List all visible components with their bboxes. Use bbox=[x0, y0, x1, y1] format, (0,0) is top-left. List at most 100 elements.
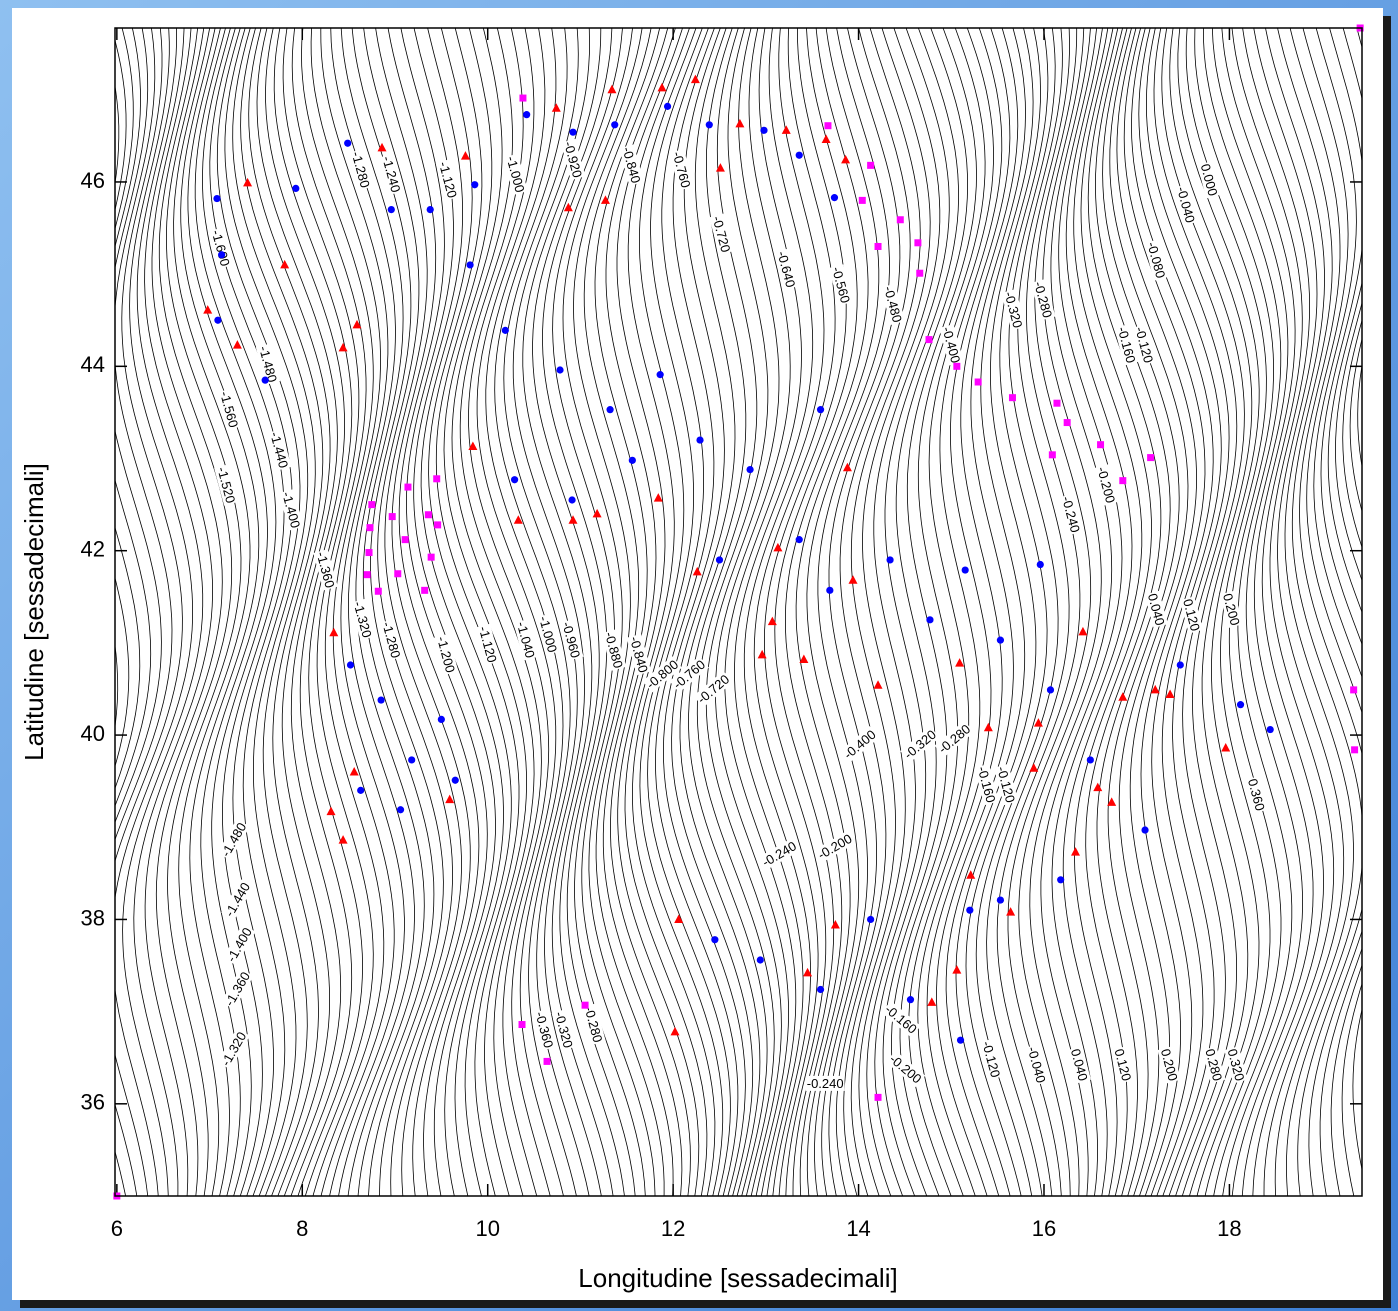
station-circle bbox=[387, 206, 395, 214]
contour-label-bg bbox=[1224, 1046, 1248, 1084]
contour-line bbox=[671, 28, 754, 1196]
station-square bbox=[388, 513, 396, 521]
contour-line bbox=[248, 28, 331, 1196]
contour-line bbox=[375, 28, 462, 1196]
contour-line bbox=[173, 28, 251, 1196]
contour-line bbox=[301, 28, 395, 1196]
station-triangle bbox=[1029, 763, 1039, 772]
station-circle bbox=[218, 251, 226, 259]
contour-line bbox=[1242, 28, 1335, 1196]
contour-line bbox=[115, 28, 141, 790]
station-triangle bbox=[757, 649, 767, 659]
contour-line bbox=[420, 28, 504, 1196]
station-circle bbox=[746, 465, 754, 474]
contour-line bbox=[1289, 28, 1362, 1196]
station-square bbox=[518, 1021, 526, 1029]
station-triangle bbox=[352, 319, 362, 329]
contour-label-bg bbox=[934, 720, 975, 758]
contour-line bbox=[320, 28, 415, 1196]
station-circle bbox=[996, 636, 1005, 644]
contour-line bbox=[679, 28, 761, 1196]
contour-label-bg bbox=[348, 148, 374, 191]
station-circle bbox=[830, 194, 839, 202]
station-triangle bbox=[952, 965, 962, 974]
contour-line bbox=[1253, 28, 1345, 1196]
contour-line bbox=[1231, 28, 1324, 1196]
station-square bbox=[519, 94, 527, 102]
station-triangle bbox=[338, 835, 348, 844]
station-triangle bbox=[1071, 847, 1081, 856]
station-circle bbox=[346, 661, 355, 669]
contour-label-bg bbox=[881, 1000, 921, 1038]
contour-line bbox=[986, 28, 1070, 1196]
station-square bbox=[374, 587, 382, 595]
station-circle bbox=[261, 376, 269, 384]
station-square bbox=[1063, 419, 1071, 427]
y-tick-label: 40 bbox=[81, 721, 105, 746]
station-circle bbox=[756, 956, 764, 964]
contour-label-bg bbox=[885, 1050, 926, 1088]
station-circle bbox=[1036, 560, 1044, 569]
station-triangle bbox=[692, 566, 702, 576]
contour-line bbox=[532, 28, 625, 1196]
station-triangle bbox=[468, 441, 478, 451]
station-circle bbox=[569, 128, 577, 136]
station-square bbox=[394, 570, 402, 578]
contour-line bbox=[405, 28, 488, 1196]
contour-label-bg bbox=[1114, 324, 1139, 366]
station-circle bbox=[510, 476, 519, 484]
contour-line bbox=[996, 28, 1081, 1196]
station-triangle bbox=[1118, 692, 1128, 701]
contour-label-bg bbox=[814, 830, 856, 863]
station-circle bbox=[1046, 686, 1055, 694]
contour-line bbox=[806, 28, 890, 1196]
station-circle bbox=[628, 456, 636, 464]
contour-line bbox=[232, 28, 316, 1196]
station-circle bbox=[396, 806, 405, 814]
station-circle bbox=[1141, 826, 1149, 834]
contour-line bbox=[817, 28, 901, 1196]
station-triangle bbox=[445, 794, 455, 804]
station-circle bbox=[471, 181, 479, 189]
contour-label-bg bbox=[208, 227, 234, 269]
station-circle bbox=[696, 436, 704, 444]
contour-line bbox=[1221, 28, 1314, 1196]
contour-label-bg bbox=[1024, 1044, 1049, 1086]
station-triangle bbox=[715, 163, 725, 172]
contour-line bbox=[624, 28, 708, 1196]
contour-label-bg bbox=[1030, 278, 1056, 321]
contour-line bbox=[115, 28, 162, 1196]
x-tick-label: 16 bbox=[1032, 1216, 1056, 1241]
y-tick-label: 44 bbox=[81, 352, 105, 377]
station-circle bbox=[1236, 701, 1245, 709]
contour-line bbox=[522, 28, 614, 1196]
station-triangle bbox=[568, 515, 578, 524]
station-triangle bbox=[607, 84, 617, 94]
contour-label-bg bbox=[1001, 289, 1026, 331]
station-circle bbox=[760, 126, 768, 134]
contour-line bbox=[965, 28, 1049, 1196]
contour-label-bg bbox=[1093, 464, 1119, 506]
station-triangle bbox=[803, 967, 813, 977]
contour-line bbox=[975, 28, 1059, 1196]
station-square bbox=[1048, 451, 1056, 459]
contour-line bbox=[122, 28, 204, 1196]
contour-label-bg bbox=[532, 1009, 557, 1051]
contour-line bbox=[594, 28, 683, 1196]
contour-label-bg bbox=[475, 623, 501, 666]
contour-label-bg bbox=[1144, 590, 1168, 629]
station-triangle bbox=[1107, 797, 1117, 806]
contour-line bbox=[115, 28, 152, 807]
station-square bbox=[953, 362, 961, 370]
station-triangle bbox=[821, 134, 831, 144]
station-circle bbox=[523, 111, 531, 119]
station-circle bbox=[611, 121, 619, 129]
station-circle bbox=[996, 896, 1005, 904]
contour-label: -0.240 bbox=[807, 1076, 844, 1091]
contour-line bbox=[583, 28, 674, 1196]
station-triangle bbox=[735, 118, 745, 128]
contour-line bbox=[774, 28, 858, 1196]
station-triangle bbox=[551, 103, 561, 112]
